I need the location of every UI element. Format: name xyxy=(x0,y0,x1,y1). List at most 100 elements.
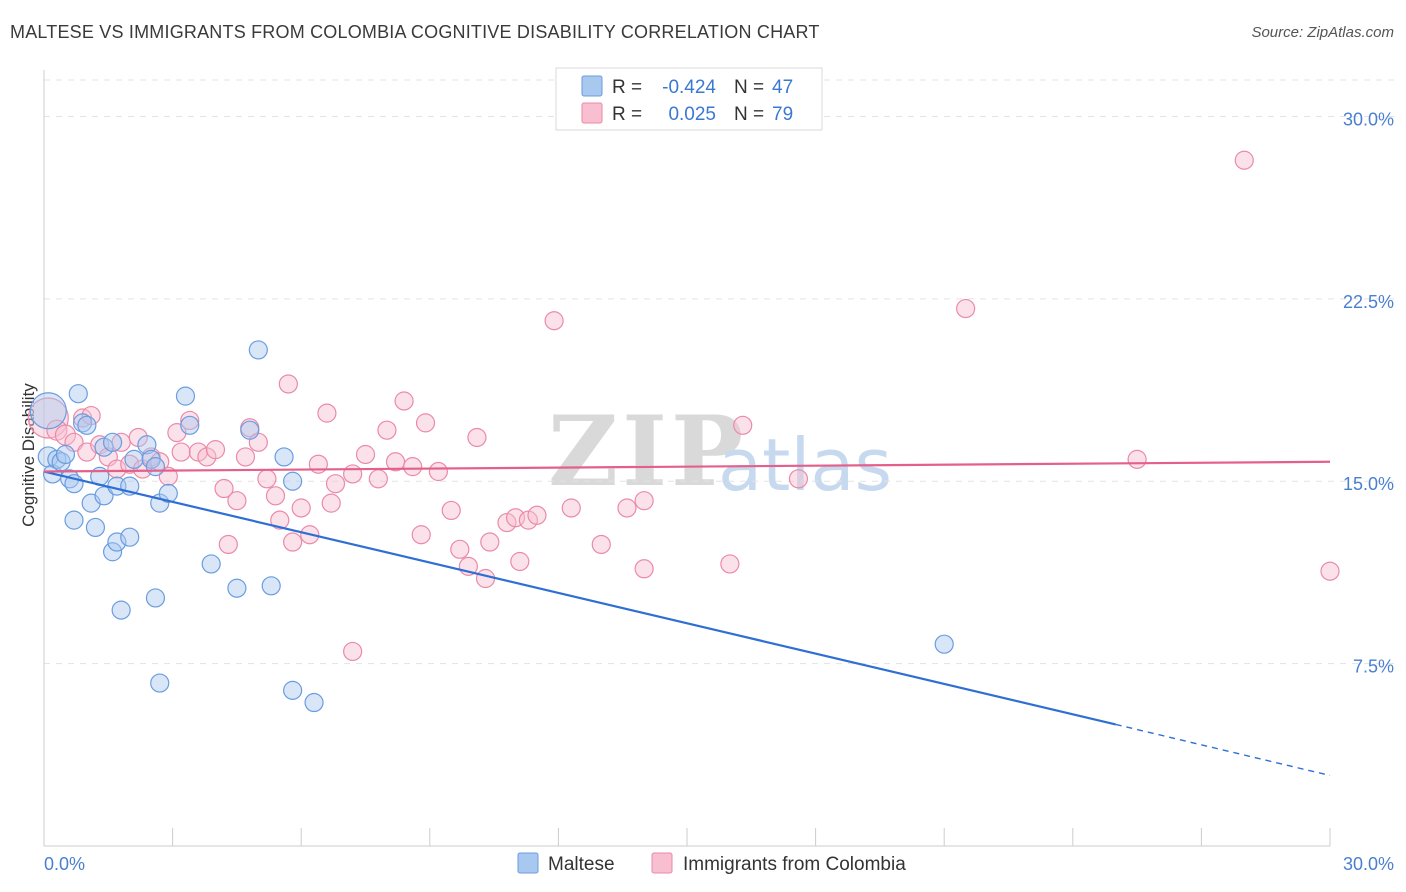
colombia-point xyxy=(214,478,234,499)
colombia-point xyxy=(1127,449,1147,469)
colombia-point xyxy=(235,447,256,467)
bottom-legend: Maltese Immigrants from Colombia xyxy=(517,852,906,875)
legend-n-value-colombia: 79 xyxy=(772,104,793,125)
colombia-point xyxy=(368,469,388,489)
maltese-point xyxy=(120,527,140,547)
maltese-point xyxy=(145,588,166,608)
maltese-point xyxy=(934,634,954,654)
colombia-point xyxy=(394,391,414,411)
colombia-point xyxy=(1320,561,1340,581)
legend-swatch-maltese xyxy=(581,75,603,97)
colombia-point xyxy=(428,461,448,482)
colombia-point xyxy=(467,427,487,448)
colombia-point xyxy=(278,374,298,394)
legend-n-label-colombia: N = xyxy=(734,104,764,125)
colombia-point xyxy=(317,403,337,423)
legend-swatch-colombia xyxy=(581,102,603,124)
colombia-point xyxy=(475,568,496,589)
colombia-point xyxy=(321,493,341,513)
legend-r-label-maltese: R = xyxy=(612,77,642,98)
colombia-point xyxy=(544,311,564,331)
maltese-point xyxy=(124,449,144,469)
maltese-point xyxy=(77,415,97,435)
colombia-point xyxy=(788,469,809,489)
colombia-point xyxy=(561,498,581,518)
colombia-point xyxy=(591,534,611,555)
legend-n-label-maltese: N = xyxy=(734,77,764,98)
series-colombia-points xyxy=(27,150,1340,662)
trendlines xyxy=(43,460,1331,777)
gridlines xyxy=(44,79,1394,665)
y-tick-label: 22.5% xyxy=(1343,292,1394,312)
bottom-legend-swatch-colombia xyxy=(651,852,673,874)
colombia-point xyxy=(480,532,500,552)
series-maltese-points xyxy=(29,340,954,713)
maltese-point xyxy=(150,673,170,693)
maltese-point xyxy=(145,457,166,477)
maltese-point xyxy=(304,692,324,713)
colombia-point xyxy=(291,498,311,518)
maltese-point xyxy=(261,576,281,596)
colombia-point xyxy=(180,410,200,431)
colombia-point xyxy=(355,444,376,465)
bottom-legend-label-colombia: Immigrants from Colombia xyxy=(683,854,906,875)
colombia-point xyxy=(283,532,303,552)
y-tick-label: 7.5% xyxy=(1353,657,1394,677)
bottom-legend-label-maltese: Maltese xyxy=(548,854,615,875)
colombia-point xyxy=(634,559,654,579)
y-tick-labels: 7.5% 15.0% 22.5% 30.0% xyxy=(1343,109,1394,676)
colombia-point xyxy=(450,539,470,559)
colombia-point xyxy=(377,420,397,440)
maltese-point xyxy=(107,532,127,552)
colombia-point xyxy=(720,554,740,574)
maltese-point xyxy=(29,392,67,430)
legend-n-value-maltese: 47 xyxy=(772,77,793,98)
y-tick-label: 15.0% xyxy=(1343,474,1394,494)
maltese-point xyxy=(283,471,303,491)
legend-r-label-colombia: R = xyxy=(612,104,642,125)
maltese-point xyxy=(94,486,114,506)
colombia-point xyxy=(257,469,277,489)
bottom-legend-swatch-maltese xyxy=(517,852,539,874)
maltese-point xyxy=(227,578,247,598)
legend-r-value-maltese: -0.424 xyxy=(662,77,716,98)
legend-r-value-colombia: 0.025 xyxy=(668,104,716,125)
maltese-point xyxy=(274,447,294,467)
maltese-point xyxy=(283,680,303,700)
colombia-point xyxy=(265,486,286,506)
maltese-point xyxy=(68,384,88,404)
maltese-point xyxy=(175,386,196,406)
colombia-point xyxy=(325,474,346,494)
legend-box: R = -0.424 N = 47 R = 0.025 N = 79 xyxy=(555,67,823,131)
colombia-point xyxy=(227,491,247,511)
maltese-point xyxy=(102,432,123,452)
x-tick-label-max: 30.0% xyxy=(1343,854,1394,874)
colombia-point xyxy=(634,491,654,511)
colombia-point xyxy=(617,498,637,518)
source-label: Source: ZipAtlas.com xyxy=(1251,24,1394,41)
colombia-point xyxy=(158,466,178,486)
colombia-point xyxy=(218,534,238,555)
x-tick-label-min: 0.0% xyxy=(44,854,85,874)
colombia-point xyxy=(733,415,753,435)
colombia-point xyxy=(171,442,191,462)
colombia-point xyxy=(107,459,127,479)
colombia-point xyxy=(441,500,461,521)
colombia-trendline xyxy=(43,460,1331,473)
maltese-trendline xyxy=(43,470,1116,726)
colombia-point xyxy=(956,298,976,319)
y-tick-label: 30.0% xyxy=(1343,109,1394,129)
colombia-point xyxy=(510,551,530,572)
watermark-zip: ZIP xyxy=(548,395,747,508)
colombia-point xyxy=(1234,150,1254,170)
maltese-point xyxy=(137,435,157,455)
colombia-point xyxy=(403,457,423,477)
y-axis-label: Cognitive Disability xyxy=(19,383,38,527)
colombia-point xyxy=(527,505,547,525)
colombia-point xyxy=(343,641,363,662)
maltese-point xyxy=(102,542,123,562)
maltese-point xyxy=(158,483,178,503)
chart-title: MALTESE VS IMMIGRANTS FROM COLOMBIA COGN… xyxy=(10,22,820,42)
colombia-point xyxy=(205,440,226,460)
